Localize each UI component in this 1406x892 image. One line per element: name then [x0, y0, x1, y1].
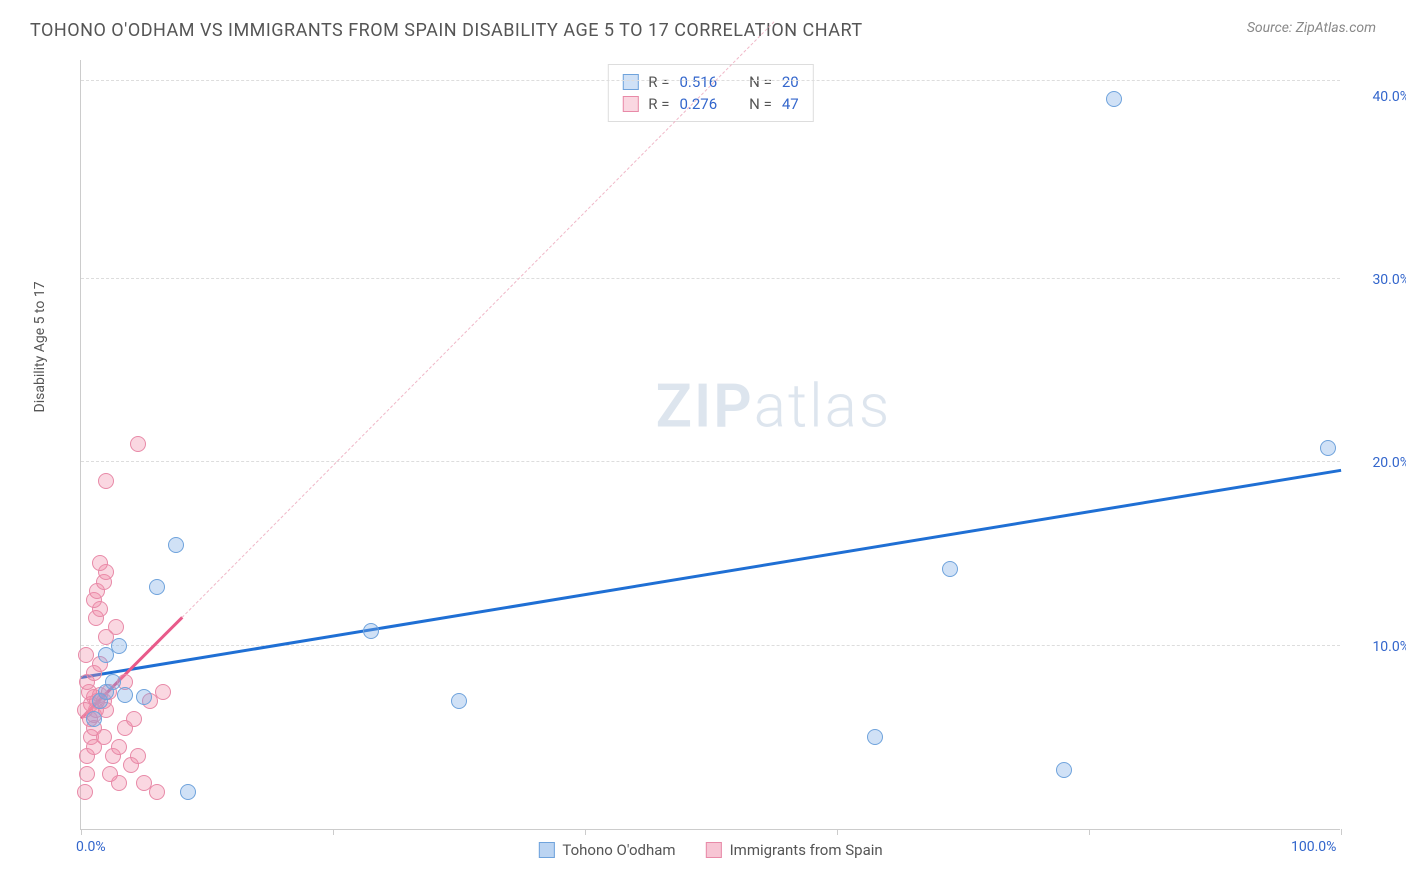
legend-swatch — [538, 842, 554, 858]
legend-series-item: Immigrants from Spain — [706, 841, 883, 859]
x-tick — [333, 829, 334, 835]
chart-title: TOHONO O'ODHAM VS IMMIGRANTS FROM SPAIN … — [30, 20, 863, 41]
y-axis-title: Disability Age 5 to 17 — [32, 281, 48, 412]
stat-r-label: R = — [648, 95, 669, 113]
data-point — [96, 729, 112, 745]
data-point — [79, 766, 95, 782]
legend-series-item: Tohono O'odham — [538, 841, 675, 859]
data-point — [105, 674, 121, 690]
x-tick — [1341, 829, 1342, 835]
data-point — [78, 647, 94, 663]
correlation-legend: R =0.516N =20R =0.276N =47 — [607, 64, 813, 122]
data-point — [117, 687, 133, 703]
y-tick-label: 30.0% — [1350, 272, 1406, 288]
stat-n-label: N = — [749, 95, 772, 113]
x-tick — [81, 829, 82, 835]
data-point — [79, 674, 95, 690]
data-point — [1056, 762, 1072, 778]
data-point — [86, 711, 102, 727]
data-point — [1106, 91, 1122, 107]
watermark: ZIPatlas — [656, 371, 892, 442]
series-legend: Tohono O'odham Immigrants from Spain — [538, 841, 882, 859]
x-tick-label: 100.0% — [1291, 839, 1336, 855]
source-attribution: Source: ZipAtlas.com — [1247, 20, 1376, 36]
x-tick — [585, 829, 586, 835]
y-tick-label: 10.0% — [1350, 639, 1406, 655]
data-point — [108, 619, 124, 635]
stat-r-label: R = — [648, 73, 669, 91]
data-point — [98, 473, 114, 489]
x-tick — [1089, 829, 1090, 835]
data-point — [867, 729, 883, 745]
legend-series-label: Immigrants from Spain — [730, 841, 883, 859]
x-tick-label: 0.0% — [76, 839, 106, 855]
legend-stat-row: R = 0.516 N = 20 — [622, 71, 798, 93]
data-point — [130, 748, 146, 764]
trend-line-extension — [181, 21, 774, 618]
data-point — [149, 579, 165, 595]
data-point — [149, 784, 165, 800]
data-point — [136, 689, 152, 705]
data-point — [451, 693, 467, 709]
data-point — [126, 711, 142, 727]
legend-swatch — [622, 74, 638, 90]
legend-swatch — [622, 96, 638, 112]
data-point — [168, 537, 184, 553]
plot-area: ZIPatlas R =0.516N =20R =0.276N =47 Toho… — [80, 60, 1340, 830]
stat-n-value: 20 — [782, 73, 799, 91]
y-tick-label: 40.0% — [1350, 89, 1406, 105]
data-point — [111, 638, 127, 654]
chart-container: Disability Age 5 to 17 ZIPatlas R =0.516… — [50, 60, 1390, 880]
data-point — [102, 766, 118, 782]
data-point — [1320, 440, 1336, 456]
y-tick-label: 20.0% — [1350, 455, 1406, 471]
legend-stat-row: R =0.276N =47 — [622, 93, 798, 115]
data-point — [155, 684, 171, 700]
data-point — [77, 784, 93, 800]
stat-n-label: N = — [749, 73, 772, 91]
gridline — [81, 278, 1340, 279]
data-point — [130, 436, 146, 452]
gridline — [81, 80, 1340, 81]
data-point — [111, 739, 127, 755]
legend-series-label: Tohono O'odham — [562, 841, 675, 859]
stat-r-value: 0.516 — [679, 73, 717, 91]
data-point — [363, 623, 379, 639]
data-point — [92, 555, 108, 571]
trend-line — [81, 469, 1341, 679]
chart-header: TOHONO O'ODHAM VS IMMIGRANTS FROM SPAIN … — [0, 0, 1406, 51]
stat-n-value: 47 — [782, 95, 799, 113]
x-tick — [837, 829, 838, 835]
data-point — [180, 784, 196, 800]
data-point — [942, 561, 958, 577]
legend-swatch — [706, 842, 722, 858]
gridline — [81, 461, 1340, 462]
